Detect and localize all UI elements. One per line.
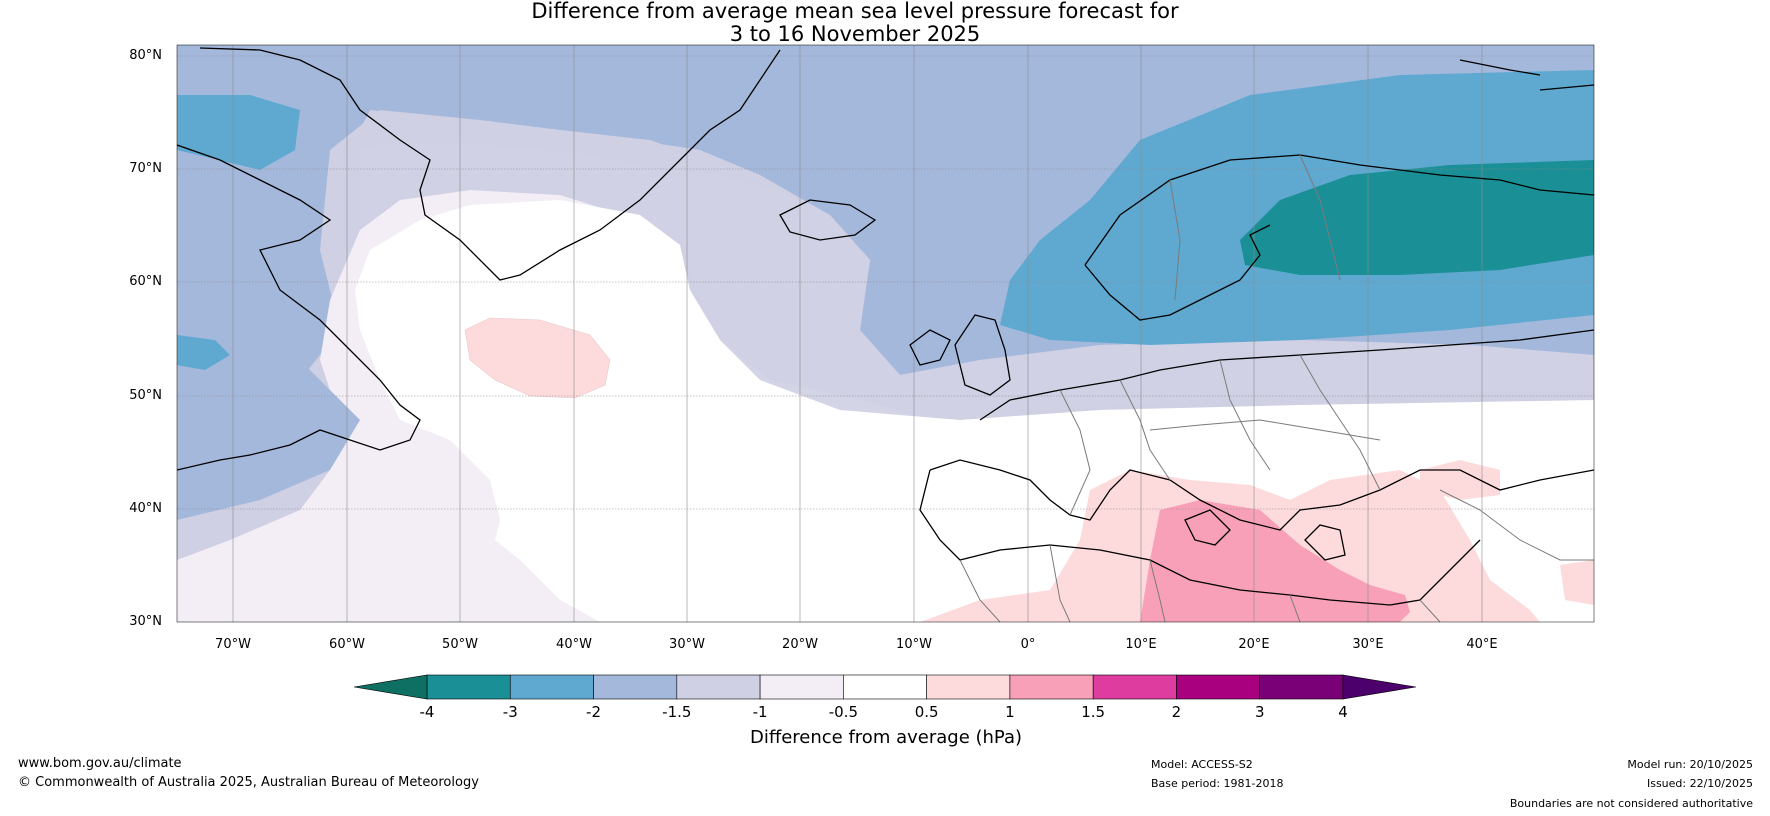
baltic-coast: [1084, 224, 1271, 321]
lon-label-20w: 20°W: [782, 637, 818, 652]
lat-label-30n: 30°N: [129, 614, 162, 629]
border-ukraine: [1299, 354, 1381, 491]
border-poland: [1219, 359, 1271, 471]
colorbar-cell-8: [1092, 674, 1177, 700]
italy-coast: [1184, 509, 1231, 546]
greenland-coast: [199, 47, 781, 281]
iceland-coast: [779, 199, 877, 241]
lon-label-70w: 70°W: [215, 637, 251, 652]
anomaly-minus3-west: [177, 95, 300, 170]
colorbar-cell-0: [426, 674, 511, 700]
greece-coast: [1304, 524, 1346, 561]
border-middle-east: [1439, 489, 1594, 561]
north-africa-coast: [919, 469, 1481, 606]
colorbar-cell-7: [1009, 674, 1094, 700]
border-finland: [1299, 154, 1341, 281]
anomaly-minus1-south: [177, 500, 600, 622]
footer-base-period: Base period: 1981-2018: [1151, 777, 1284, 790]
colorbar-tick-3: -1.5: [662, 703, 692, 721]
colorbar-tick-4: -1: [752, 703, 768, 721]
anomaly-plus05-east: [1560, 560, 1594, 605]
colorbar-cells: [426, 674, 1344, 700]
colorbar-tick-6: 0.5: [914, 703, 939, 721]
lon-label-40w: 40°W: [556, 637, 592, 652]
colorbar-low-extend: [353, 674, 428, 700]
colorbar-tick-0: -4: [419, 703, 435, 721]
colorbar-tick-5: -0.5: [828, 703, 858, 721]
graticule: [232, 45, 1483, 622]
colorbar-tick-9: 2: [1171, 703, 1182, 721]
colorbar-cell-3: [676, 674, 761, 700]
border-africa: [959, 544, 1441, 622]
colorbar-cell-9: [1176, 674, 1261, 700]
map-frame: [176, 44, 1595, 623]
lon-label-30w: 30°W: [669, 637, 705, 652]
anomaly-plus1-med: [1140, 500, 1410, 622]
lat-label-50n: 50°N: [129, 388, 162, 403]
map-title-line1: Difference from average mean sea level p…: [531, 0, 1179, 23]
colorbar-tick-11: 4: [1338, 703, 1348, 721]
colorbar-tick-7: 1: [1005, 703, 1015, 721]
footer-copyright: © Commonwealth of Australia 2025, Austra…: [18, 775, 479, 790]
lon-label-10w: 10°W: [896, 637, 932, 652]
britain-coast: [954, 314, 1011, 396]
colorbar-tick-2: -2: [586, 703, 602, 721]
scandinavia-coast: [1084, 154, 1594, 266]
colorbar-cell-2: [593, 674, 678, 700]
south-europe-coast: [929, 459, 1594, 531]
lon-label-10e: 10°E: [1125, 637, 1157, 652]
lon-label-0: 0°: [1020, 637, 1036, 652]
lon-label-30e: 30°E: [1352, 637, 1384, 652]
canada-coast: [177, 144, 421, 471]
arctic-islands-coast: [1459, 59, 1594, 91]
colorbar-cell-5: [843, 674, 927, 700]
lon-label-60w: 60°W: [329, 637, 365, 652]
lat-label-40n: 40°N: [129, 501, 162, 516]
lat-label-60n: 60°N: [129, 274, 162, 289]
colorbar-cell-1: [509, 674, 594, 700]
anomaly-minus2-west: [177, 115, 360, 520]
lon-label-20e: 20°E: [1238, 637, 1270, 652]
colorbar-tick-8: 1.5: [1081, 703, 1106, 721]
colorbar-cell-6: [926, 674, 1011, 700]
coastlines: [177, 47, 1594, 606]
lon-label-50w: 50°W: [442, 637, 478, 652]
anomaly-minus3-labrador: [177, 335, 230, 370]
anomaly-minus4-core: [1240, 160, 1594, 275]
lat-label-80n: 80°N: [129, 48, 162, 63]
colorbar-cell-10: [1259, 674, 1344, 700]
footer-model-run: Model run: 20/10/2025: [1627, 758, 1753, 771]
ireland-coast: [909, 329, 951, 366]
colorbar-tick-10: 3: [1254, 703, 1265, 721]
parallels: [177, 55, 1594, 510]
border-norway-sweden: [1169, 179, 1181, 301]
colorbar-cell-4: [759, 674, 844, 700]
border-central-europe: [1149, 419, 1381, 441]
country-borders: [959, 154, 1594, 622]
footer-disclaimer: Boundaries are not considered authoritat…: [1509, 797, 1753, 810]
anomaly-minus15-band: [360, 140, 1594, 430]
footer-issued: Issued: 22/10/2025: [1646, 777, 1753, 790]
footer-website[interactable]: www.bom.gov.au/climate: [18, 756, 182, 771]
footer-model: Model: ACCESS-S2: [1151, 758, 1253, 771]
colorbar-high-extend: [1342, 674, 1417, 700]
border-germany: [1119, 379, 1171, 481]
colorbar-label: Difference from average (hPa): [749, 727, 1023, 748]
lon-label-40e: 40°E: [1466, 637, 1498, 652]
map-title-line2: 3 to 16 November 2025: [729, 22, 981, 46]
colorbar-tick-1: -3: [502, 703, 518, 721]
border-france: [1059, 389, 1091, 516]
lat-label-70n: 70°N: [129, 161, 162, 176]
